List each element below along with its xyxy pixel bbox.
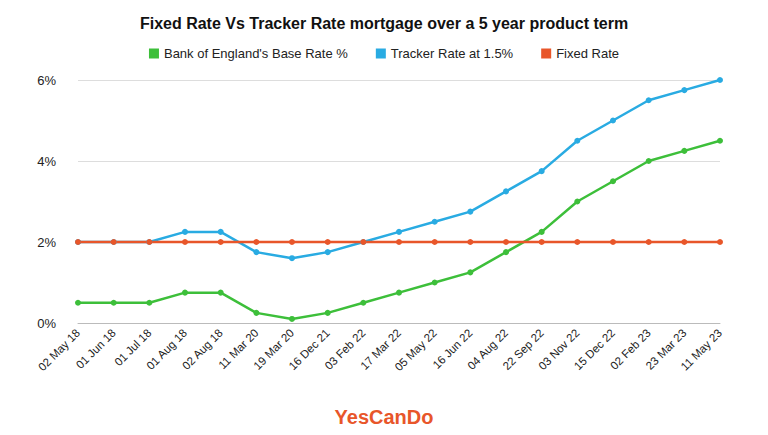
svg-text:Tracker Rate at 1.5%: Tracker Rate at 1.5% bbox=[391, 46, 514, 61]
svg-text:01 Jun 18: 01 Jun 18 bbox=[74, 327, 118, 371]
svg-text:03 Nov 22: 03 Nov 22 bbox=[536, 326, 582, 373]
svg-text:16 Dec 21: 16 Dec 21 bbox=[286, 326, 332, 373]
svg-text:02 Feb 23: 02 Feb 23 bbox=[607, 326, 653, 372]
svg-text:02 Aug 18: 02 Aug 18 bbox=[179, 326, 225, 372]
svg-text:Fixed Rate Vs Tracker Rate mor: Fixed Rate Vs Tracker Rate mortgage over… bbox=[140, 15, 628, 32]
svg-text:22 Sep 22: 22 Sep 22 bbox=[500, 326, 546, 373]
svg-text:11 May 23: 11 May 23 bbox=[678, 327, 724, 373]
svg-text:Bank of England's Base Rate %: Bank of England's Base Rate % bbox=[164, 46, 348, 61]
svg-text:03 Feb 22: 03 Feb 22 bbox=[322, 326, 368, 372]
svg-text:0%: 0% bbox=[37, 316, 56, 331]
svg-text:16 Jun 22: 16 Jun 22 bbox=[430, 326, 475, 371]
svg-text:4%: 4% bbox=[37, 154, 56, 169]
svg-text:01 Aug 18: 01 Aug 18 bbox=[144, 326, 190, 372]
svg-text:YesCanDo: YesCanDo bbox=[335, 406, 434, 428]
svg-text:6%: 6% bbox=[37, 73, 56, 88]
svg-text:23 Mar 23: 23 Mar 23 bbox=[643, 326, 689, 372]
svg-text:15 Dec 22: 15 Dec 22 bbox=[571, 326, 618, 373]
svg-text:01 Jul 18: 01 Jul 18 bbox=[112, 326, 154, 369]
svg-text:2%: 2% bbox=[37, 235, 56, 250]
svg-text:11 Mar 20: 11 Mar 20 bbox=[216, 326, 261, 372]
svg-text:04 Aug 22: 04 Aug 22 bbox=[465, 326, 511, 372]
svg-text:19 Mar 20: 19 Mar 20 bbox=[251, 326, 297, 372]
svg-text:02 May 18: 02 May 18 bbox=[36, 327, 82, 373]
svg-text:Fixed Rate: Fixed Rate bbox=[556, 46, 619, 61]
svg-text:05 May 22: 05 May 22 bbox=[392, 327, 438, 373]
svg-text:17 Mar 22: 17 Mar 22 bbox=[358, 326, 404, 372]
